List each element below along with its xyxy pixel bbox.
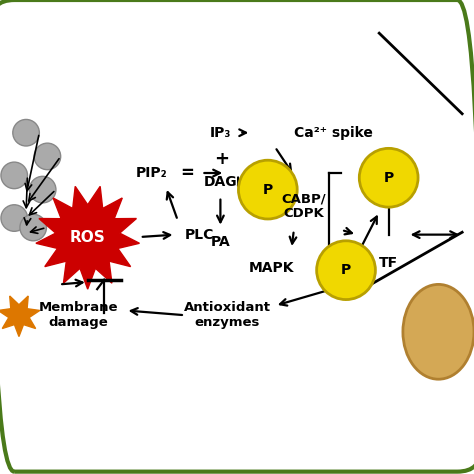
Text: PLC: PLC	[185, 228, 214, 242]
Text: P: P	[341, 263, 351, 277]
Circle shape	[29, 176, 56, 203]
Ellipse shape	[403, 284, 474, 379]
Text: IP₃: IP₃	[210, 126, 231, 140]
Text: DAG: DAG	[204, 175, 237, 190]
Circle shape	[13, 119, 39, 146]
Text: TF: TF	[379, 256, 398, 270]
Text: CABP/
CDPK: CABP/ CDPK	[281, 192, 326, 220]
Circle shape	[238, 160, 297, 219]
Text: P: P	[263, 182, 273, 197]
Circle shape	[20, 214, 46, 241]
Text: P: P	[383, 171, 394, 185]
Text: PA: PA	[210, 235, 230, 249]
Text: +: +	[214, 150, 229, 168]
Text: Membrane
damage: Membrane damage	[38, 301, 118, 329]
Circle shape	[1, 162, 27, 189]
Text: Antioxidant
enzymes: Antioxidant enzymes	[184, 301, 271, 329]
Circle shape	[34, 143, 61, 170]
Circle shape	[317, 241, 375, 300]
Text: MAPK: MAPK	[248, 261, 294, 275]
Text: Ca²⁺ spike: Ca²⁺ spike	[294, 126, 373, 140]
Text: =: =	[180, 164, 194, 182]
Polygon shape	[36, 186, 139, 289]
Text: ROS: ROS	[70, 229, 106, 245]
Circle shape	[359, 148, 418, 207]
Circle shape	[1, 205, 27, 231]
Text: PIP₂: PIP₂	[136, 166, 167, 180]
Polygon shape	[0, 296, 40, 337]
